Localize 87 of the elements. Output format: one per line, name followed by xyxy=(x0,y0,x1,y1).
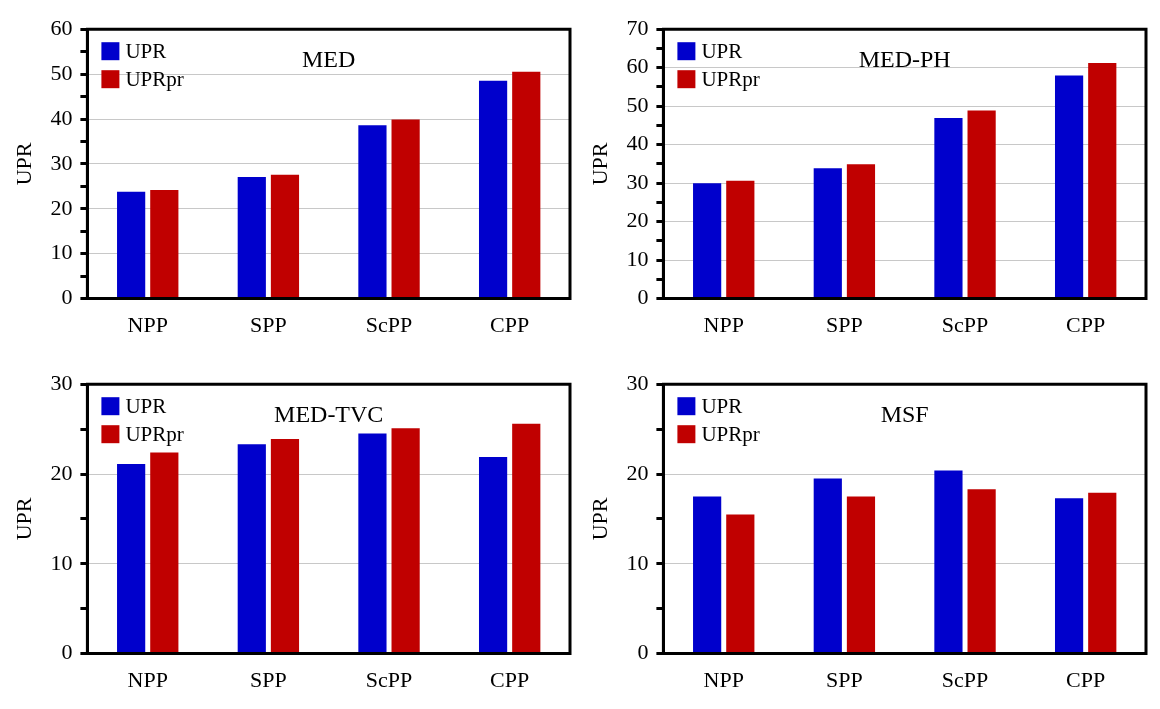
y-tick-label: 0 xyxy=(637,284,649,310)
y-tick-label: 20 xyxy=(50,459,73,485)
bar xyxy=(846,496,876,654)
x-tick-label: ScPP xyxy=(365,311,413,337)
bar xyxy=(358,433,387,654)
y-tick-label: 60 xyxy=(50,14,73,40)
bar xyxy=(1054,498,1084,654)
bar xyxy=(512,423,541,654)
bar xyxy=(237,444,266,654)
legend-label: UPR xyxy=(125,393,167,418)
bar xyxy=(967,489,996,654)
x-tick-label: NPP xyxy=(703,311,744,337)
y-tick-label: 0 xyxy=(637,639,649,665)
bar xyxy=(1054,75,1084,299)
bar xyxy=(237,176,266,299)
legend-label: UPRpr xyxy=(701,66,760,91)
bar xyxy=(967,110,996,299)
bar xyxy=(726,514,755,654)
x-tick-label: ScPP xyxy=(365,666,413,692)
y-tick-label: 10 xyxy=(50,549,73,575)
x-tick-label: ScPP xyxy=(941,666,989,692)
bar xyxy=(726,180,755,299)
x-tick-label: SPP xyxy=(826,311,863,337)
bar xyxy=(934,470,963,654)
y-tick-label: 20 xyxy=(50,194,73,220)
bar xyxy=(150,189,179,299)
legend-label: UPRpr xyxy=(701,421,760,446)
y-tick-label: 0 xyxy=(61,284,73,310)
y-tick-label: 0 xyxy=(61,639,73,665)
text: MED-PH xyxy=(858,46,951,73)
bar xyxy=(1088,492,1117,654)
bar xyxy=(813,168,842,299)
bar xyxy=(813,478,842,654)
y-tick-label: 60 xyxy=(626,53,649,79)
y-tick-label: 50 xyxy=(626,91,649,117)
x-tick-label: CPP xyxy=(490,311,530,337)
x-tick-label: NPP xyxy=(127,311,168,337)
bar xyxy=(478,456,508,654)
bar xyxy=(391,119,420,299)
x-tick-label: SPP xyxy=(250,311,287,337)
bar xyxy=(358,125,387,299)
y-tick-label: 10 xyxy=(50,239,73,265)
text: MSF xyxy=(880,401,929,428)
y-tick-label: 30 xyxy=(50,149,73,175)
bar xyxy=(270,174,300,299)
bar xyxy=(117,191,146,299)
legend-label: UPR xyxy=(701,38,743,63)
y-tick-label: 10 xyxy=(626,245,649,271)
bar xyxy=(693,496,722,654)
y-tick-label: 10 xyxy=(626,549,649,575)
y-tick-label: 70 xyxy=(626,14,649,40)
x-tick-label: CPP xyxy=(1066,311,1106,337)
y-tick-label: 20 xyxy=(626,459,649,485)
bar xyxy=(478,80,508,299)
y-axis-title: UPR xyxy=(10,497,36,541)
y-tick-label: 40 xyxy=(626,130,649,156)
bar xyxy=(391,428,420,654)
x-tick-label: SPP xyxy=(826,666,863,692)
legend-label: UPRpr xyxy=(125,66,184,91)
bar xyxy=(117,464,146,654)
bar xyxy=(270,438,300,654)
x-tick-label: CPP xyxy=(490,666,530,692)
x-tick-label: NPP xyxy=(127,666,168,692)
y-tick-label: 50 xyxy=(50,59,73,85)
x-tick-label: CPP xyxy=(1066,666,1106,692)
bar xyxy=(693,183,722,299)
x-tick-label: SPP xyxy=(250,666,287,692)
legend-label: UPR xyxy=(125,38,167,63)
bar xyxy=(1088,63,1117,299)
bar xyxy=(150,452,179,654)
text: MED-TVC xyxy=(274,401,384,428)
legend-label: UPR xyxy=(701,393,743,418)
y-tick-label: 40 xyxy=(50,104,73,130)
bar xyxy=(934,118,963,299)
y-axis-title: UPR xyxy=(586,142,612,186)
y-tick-label: 20 xyxy=(626,207,649,233)
y-axis-title: UPR xyxy=(10,142,36,186)
y-tick-label: 30 xyxy=(50,369,73,395)
bar xyxy=(846,164,876,299)
x-tick-label: NPP xyxy=(703,666,744,692)
bar xyxy=(512,71,541,299)
y-tick-label: 30 xyxy=(626,168,649,194)
x-tick-label: ScPP xyxy=(941,311,989,337)
y-axis-title: UPR xyxy=(586,497,612,541)
y-tick-label: 30 xyxy=(626,369,649,395)
text: MED xyxy=(302,46,356,73)
legend-label: UPRpr xyxy=(125,421,184,446)
